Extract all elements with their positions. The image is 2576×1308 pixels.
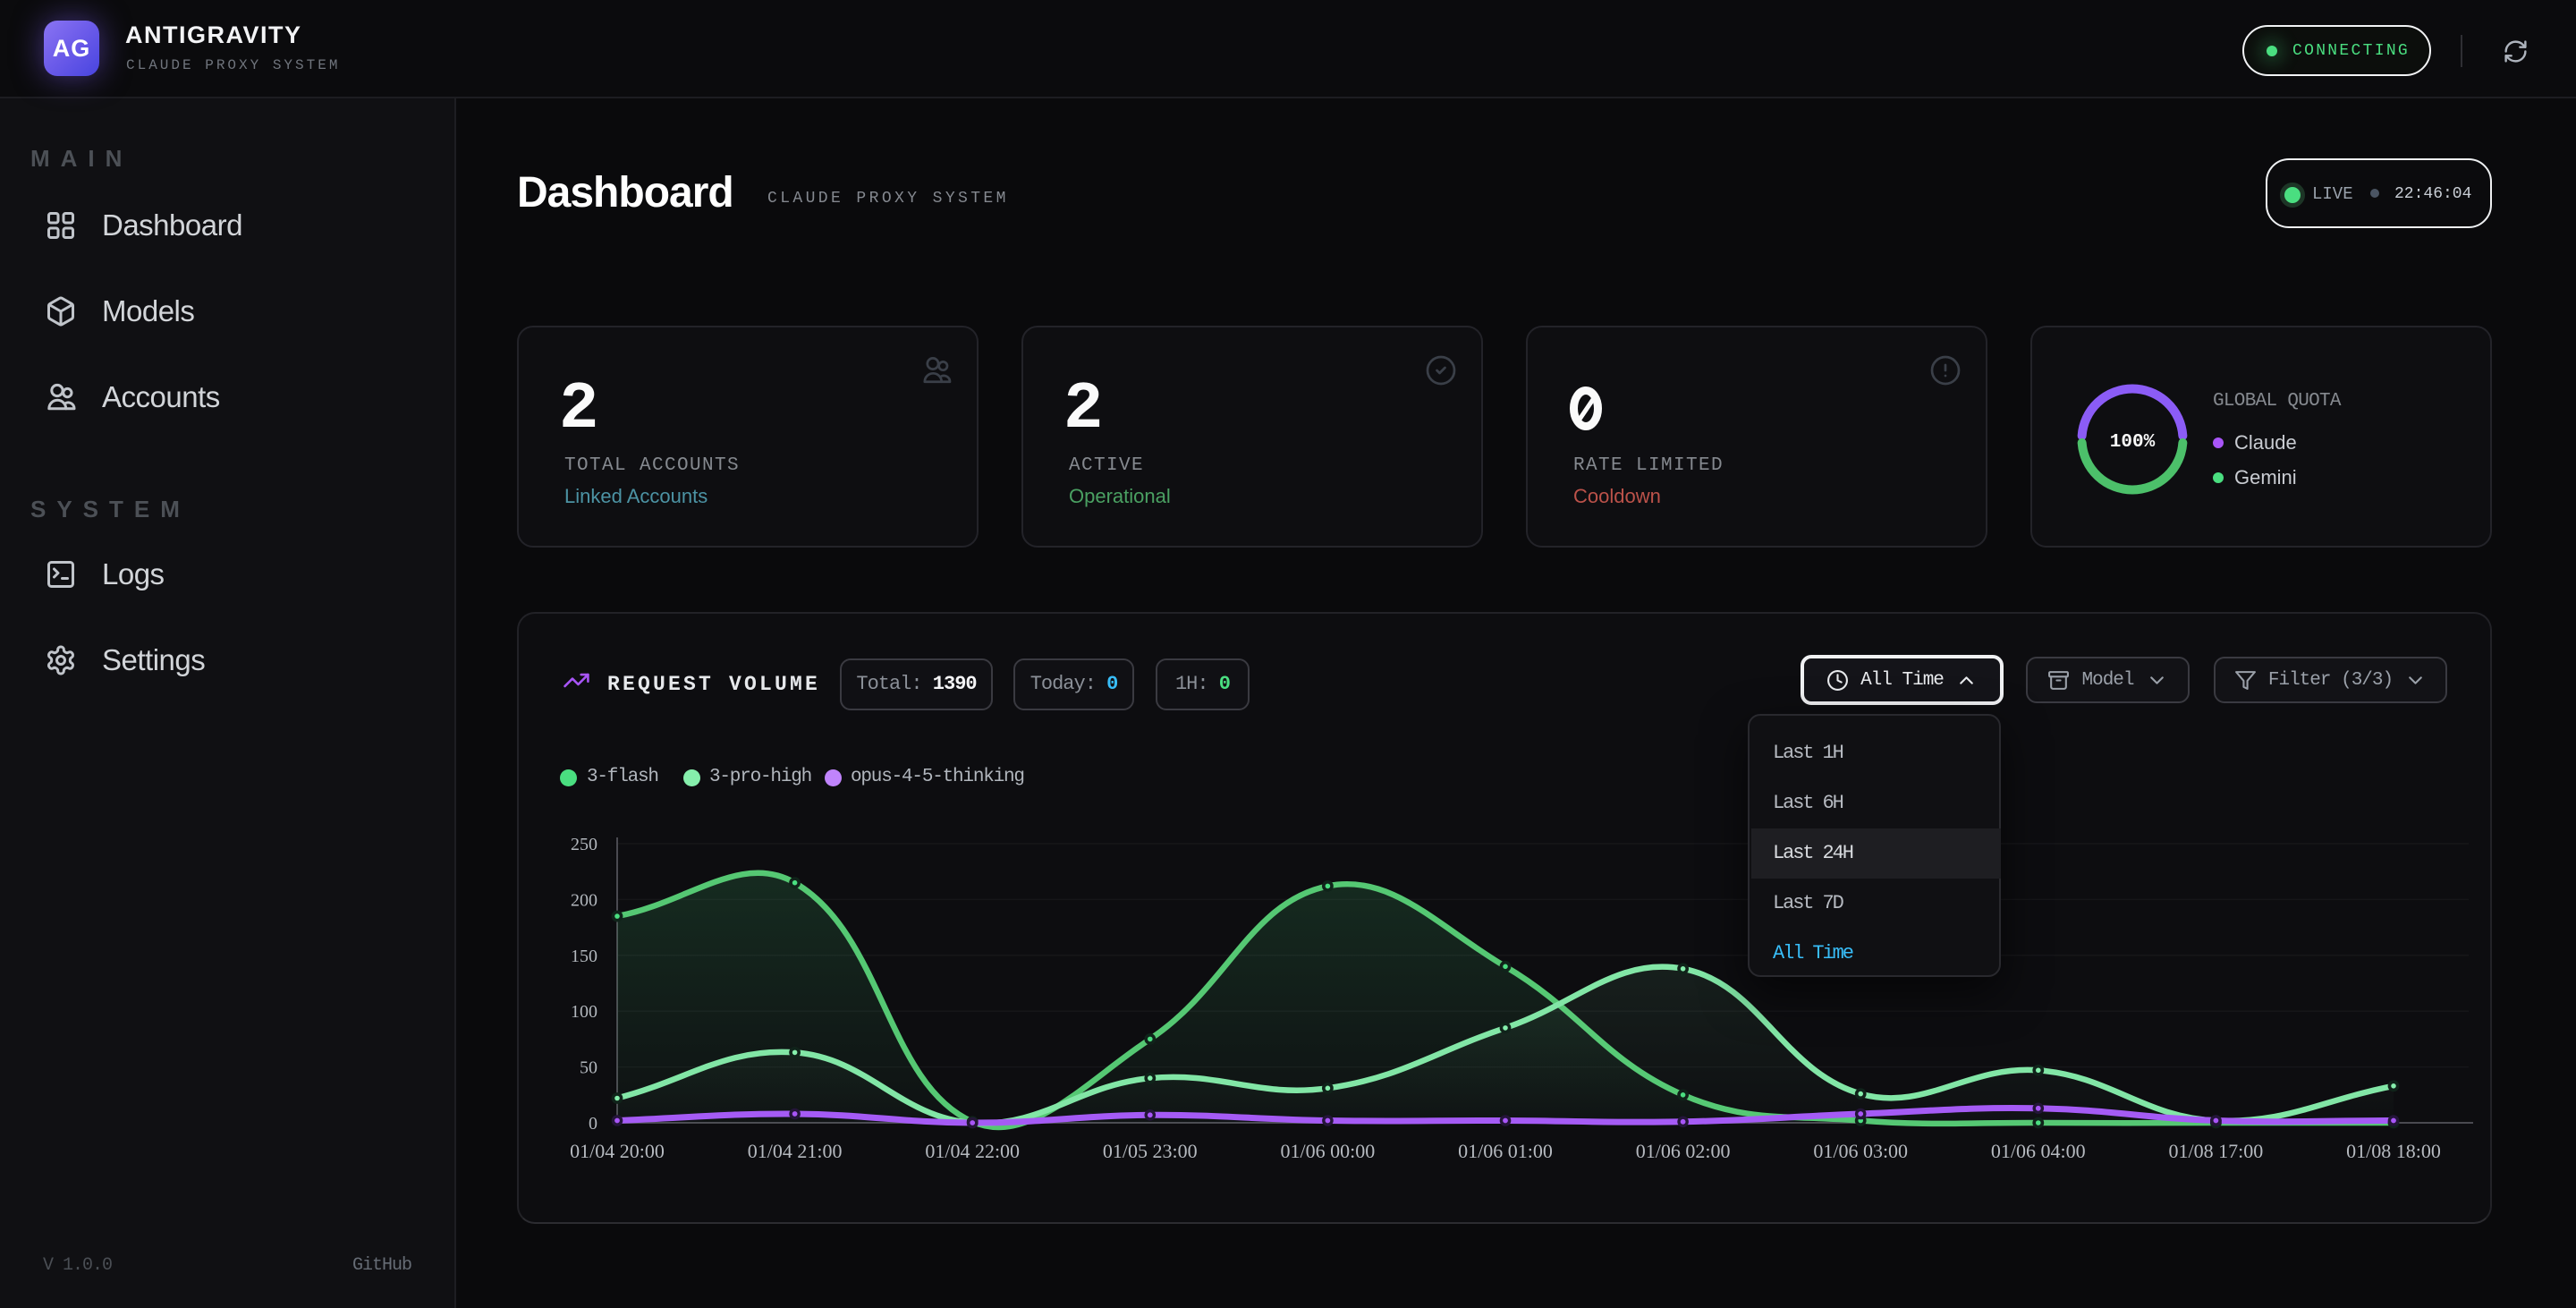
svg-text:150: 150 (571, 947, 597, 966)
svg-text:250: 250 (571, 835, 597, 854)
svg-text:50: 50 (580, 1058, 597, 1078)
svg-text:01/06 00:00: 01/06 00:00 (1281, 1140, 1376, 1162)
svg-text:0: 0 (589, 1114, 597, 1134)
svg-text:01/08 18:00: 01/08 18:00 (2346, 1140, 2441, 1162)
svg-text:01/06 03:00: 01/06 03:00 (1813, 1140, 1908, 1162)
svg-text:01/04 21:00: 01/04 21:00 (748, 1140, 843, 1162)
svg-text:01/06 02:00: 01/06 02:00 (1636, 1140, 1731, 1162)
svg-text:200: 200 (571, 890, 597, 910)
svg-text:01/06 04:00: 01/06 04:00 (1991, 1140, 2086, 1162)
svg-text:01/06 01:00: 01/06 01:00 (1458, 1140, 1553, 1162)
svg-text:01/08 17:00: 01/08 17:00 (2169, 1140, 2264, 1162)
svg-text:01/04 22:00: 01/04 22:00 (925, 1140, 1020, 1162)
svg-text:100%: 100% (2110, 432, 2156, 453)
svg-text:01/05 23:00: 01/05 23:00 (1103, 1140, 1198, 1162)
svg-text:01/04 20:00: 01/04 20:00 (570, 1140, 665, 1162)
svg-text:100: 100 (571, 1002, 597, 1022)
